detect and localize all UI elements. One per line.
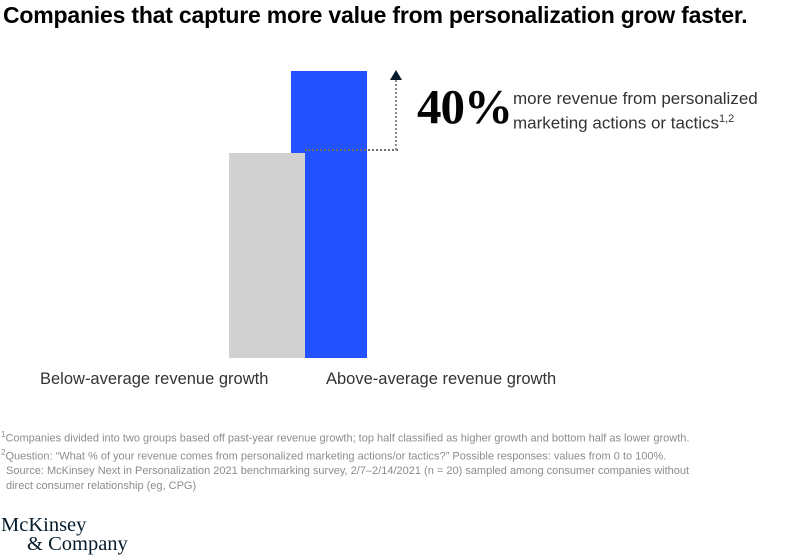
- footnote-1: 1Companies divided into two groups based…: [1, 428, 689, 446]
- annotation-description-line1: more revenue from personalized: [513, 89, 758, 108]
- footnote-source-line1: Source: McKinsey Next in Personalization…: [6, 465, 690, 478]
- footnote-1-text: Companies divided into two groups based …: [5, 432, 690, 445]
- footnote-source-line2: direct consumer relationship (eg, CPG): [6, 479, 197, 492]
- annotation-footnote-ref: 1,2: [718, 113, 735, 125]
- annotation-value: 40%: [417, 79, 513, 134]
- footnote-2-text: Question: “What % of your revenue comes …: [5, 450, 667, 463]
- annotation-dotted-line-vertical: [395, 80, 397, 150]
- chart-title: Companies that capture more value from p…: [3, 2, 748, 28]
- footnote-2: 2Question: “What % of your revenue comes…: [1, 446, 689, 464]
- mckinsey-logo-line1: McKinsey: [1, 514, 87, 536]
- mckinsey-logo: McKinsey & Company: [1, 514, 128, 555]
- footnote-2-marker: 2: [1, 448, 6, 458]
- annotation-dotted-line-horizontal: [305, 149, 398, 151]
- category-label-above-average: Above-average revenue growth: [326, 370, 557, 388]
- mckinsey-logo-line2: & Company: [27, 533, 128, 555]
- footnote-1-marker: 1: [1, 430, 6, 439]
- bar-below-average-growth: [229, 153, 305, 358]
- annotation-description: more revenue from personalized marketing…: [513, 88, 758, 134]
- annotation-description-line2: marketing actions or tactics: [513, 113, 719, 133]
- category-label-below-average: Below-average revenue growth: [40, 370, 269, 388]
- arrow-up-icon: [390, 70, 402, 80]
- footnotes-block: 1Companies divided into two groups based…: [1, 428, 689, 493]
